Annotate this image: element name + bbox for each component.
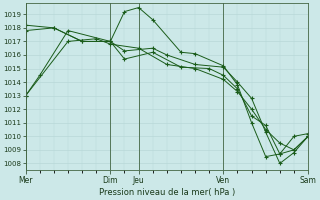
X-axis label: Pression niveau de la mer( hPa ): Pression niveau de la mer( hPa ) bbox=[99, 188, 235, 197]
